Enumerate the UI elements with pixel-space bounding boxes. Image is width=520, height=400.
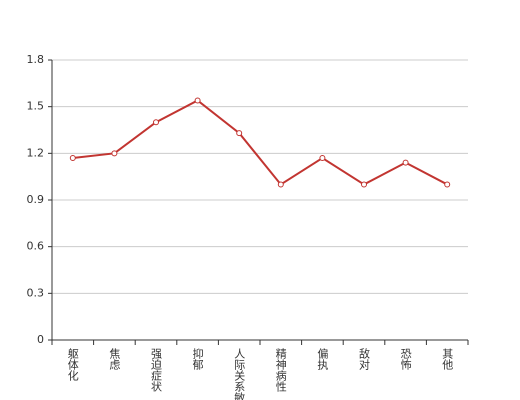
y-tick-label: 0.3 xyxy=(27,286,45,299)
x-tick-label: 其他 xyxy=(441,348,454,370)
point xyxy=(194,97,201,104)
point xyxy=(444,181,451,188)
x-tick-label: 抑郁 xyxy=(191,347,204,370)
y-tick-label: 1.5 xyxy=(27,100,45,113)
point xyxy=(402,159,409,166)
point xyxy=(111,150,118,157)
x-tick-label: 躯体化 xyxy=(66,348,79,382)
y-tick-label: 1.2 xyxy=(27,146,45,159)
point xyxy=(361,181,367,188)
x-tick-label: 精神病性 xyxy=(274,348,287,393)
point xyxy=(277,181,284,188)
point xyxy=(319,155,326,161)
x-tick-label: 强迫症状 xyxy=(150,348,163,392)
y-tick-label: 0.6 xyxy=(27,240,45,253)
x-tick-label: 偏执 xyxy=(316,347,329,371)
y-tick-label: 0 xyxy=(37,333,44,346)
point xyxy=(153,119,159,126)
y-tick-label: 0.9 xyxy=(27,193,45,206)
point xyxy=(69,155,76,161)
x-tick-label: 人际关系敏感 xyxy=(233,348,246,400)
point xyxy=(236,130,243,137)
x-tick-label: 敌对 xyxy=(358,347,371,370)
x-tick-label: 恐怖 xyxy=(399,348,412,370)
x-tick-label: 焦虑 xyxy=(108,348,121,370)
y-tick-label: 1.8 xyxy=(27,53,45,66)
line xyxy=(72,99,448,186)
